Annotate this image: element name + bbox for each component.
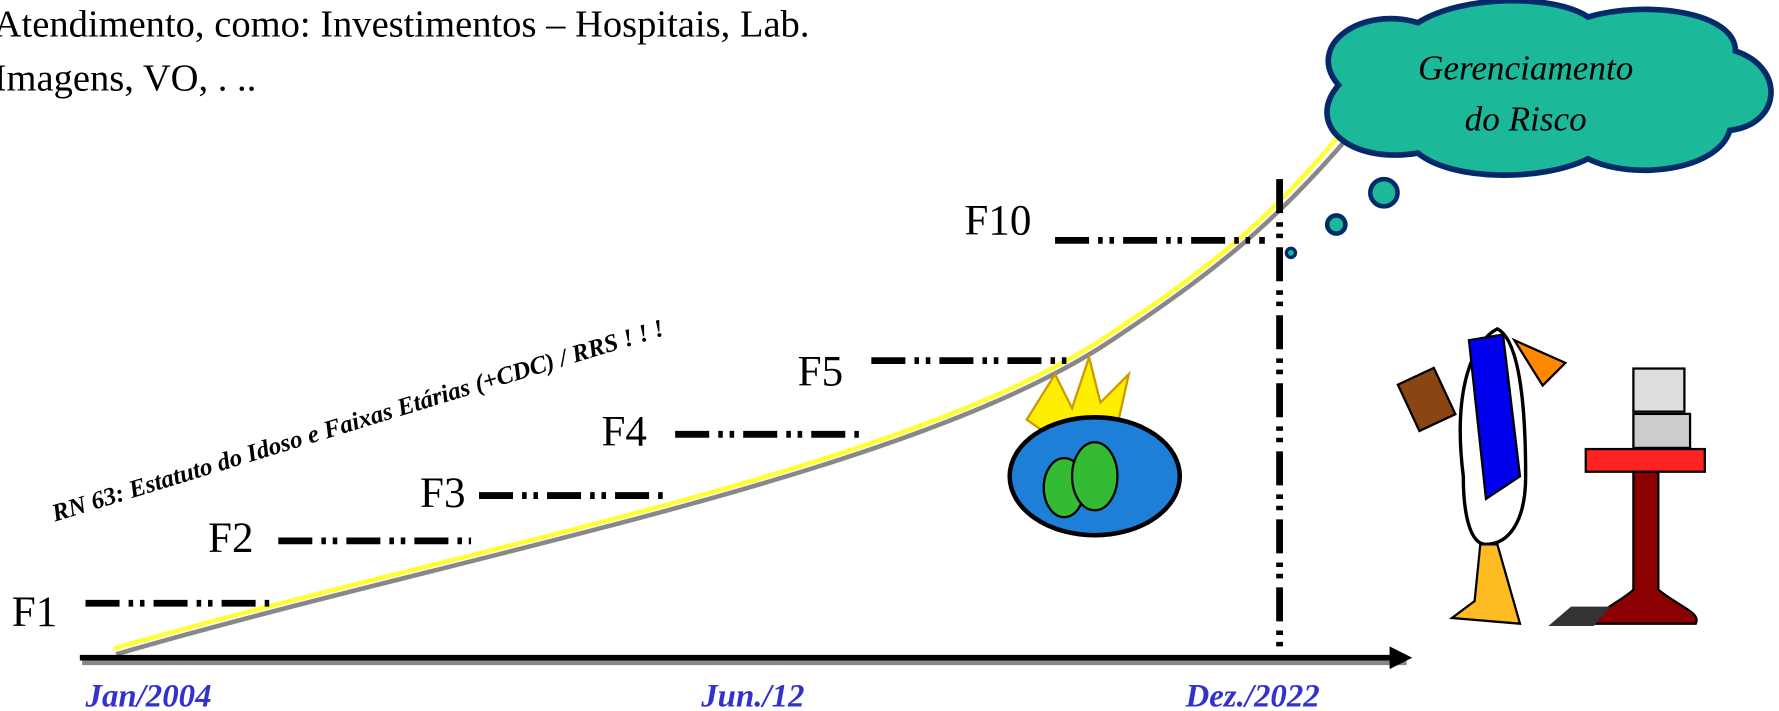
curve-shadow — [115, 140, 1346, 657]
money-clipart — [1007, 353, 1183, 538]
bubble — [1324, 213, 1348, 236]
cloud-text: do Risco — [1465, 99, 1587, 138]
step-lines — [85, 179, 1283, 653]
monitor — [1632, 367, 1686, 413]
bubble — [1284, 246, 1298, 260]
table-leg — [1592, 470, 1698, 625]
hammer — [1396, 366, 1457, 433]
shadow — [1548, 606, 1611, 626]
step-label: F4 — [601, 409, 646, 456]
step-label: F5 — [798, 349, 844, 396]
axis-label: Jan/2004 — [85, 678, 212, 711]
step-label: F10 — [964, 198, 1031, 245]
header-line: Imagens, VO, . .. — [0, 58, 256, 100]
curve — [113, 134, 1341, 651]
step-label: F2 — [208, 515, 253, 562]
header-line: Atendimento, como: Investimentos – Hospi… — [0, 3, 809, 45]
computer-case — [1632, 412, 1692, 450]
duck-jacket — [1467, 333, 1522, 501]
step-label: F3 — [420, 470, 466, 517]
axis-label: Jun./12 — [700, 678, 804, 711]
cloud-text: Gerenciamento — [1418, 48, 1633, 87]
table-top — [1584, 447, 1706, 473]
computer-clipart — [1548, 367, 1706, 626]
bubble — [1368, 176, 1400, 209]
bag — [1070, 441, 1119, 512]
step-label: F1 — [12, 589, 57, 636]
cloud — [1324, 0, 1774, 178]
duck-feet — [1448, 543, 1522, 625]
axis-label: Dez./2022 — [1184, 678, 1319, 711]
duck-beak — [1511, 337, 1568, 388]
duck-clipart — [1396, 326, 1568, 625]
